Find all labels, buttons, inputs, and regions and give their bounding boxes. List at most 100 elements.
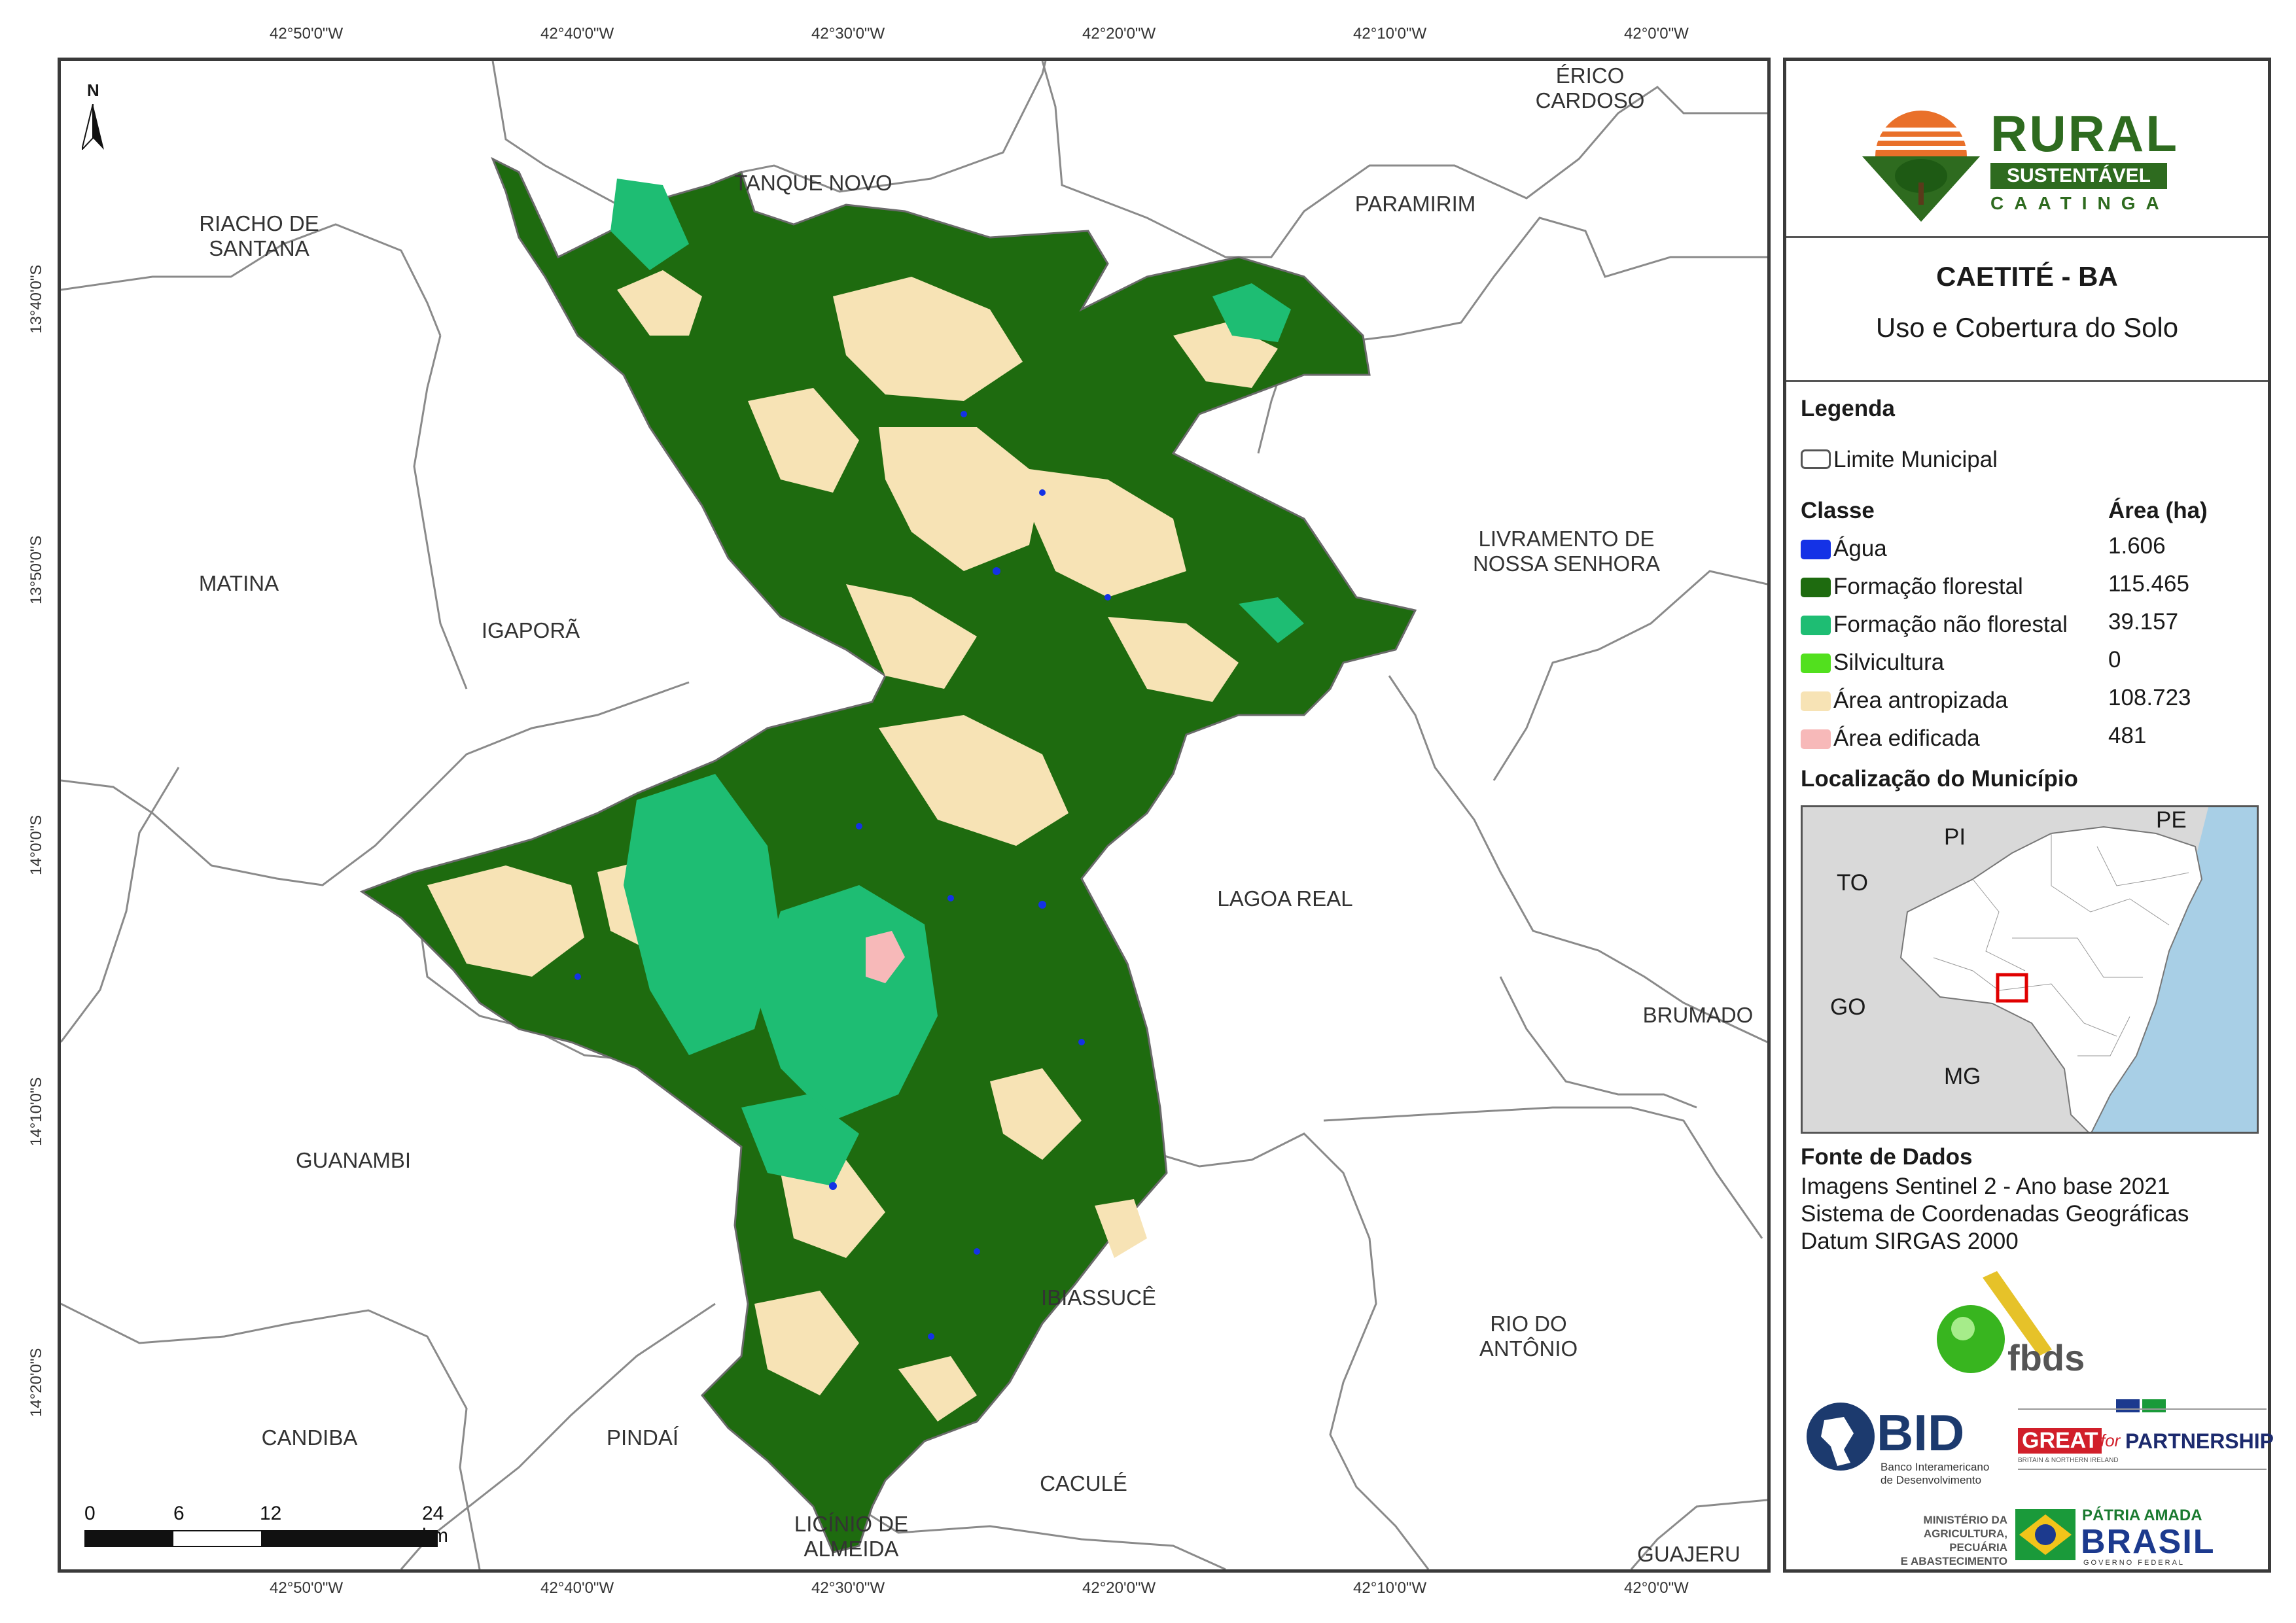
legend-class-area: 108.723 xyxy=(2108,685,2191,710)
label-ibiassuce: IBIASSUCÊ xyxy=(1040,1285,1157,1310)
uk-flag-icon xyxy=(2116,1399,2140,1412)
legend-swatch xyxy=(1801,654,1831,673)
coord-bottom-1: 42°50'0"W xyxy=(270,1579,344,1597)
coord-top-3: 42°30'0"W xyxy=(811,25,885,43)
label-licinio-de-almeida: LICÍNIO DE ALMEIDA xyxy=(794,1512,909,1561)
source-line-2: Sistema de Coordenadas Geográficas xyxy=(1801,1201,2189,1227)
legend-class-area: 0 xyxy=(2108,647,2121,672)
logo-sustentavel: SUSTENTÁVEL xyxy=(1990,163,2167,189)
map-title: CAETITÉ - BA xyxy=(1936,261,2118,292)
legend-class-label: Água xyxy=(1833,536,1887,561)
class-header: Classe xyxy=(1801,498,1875,523)
label-guanambi: GUANAMBI xyxy=(295,1148,412,1172)
urban-area xyxy=(866,931,905,983)
label-riacho-de-santana: RIACHO DE SANTANA xyxy=(199,211,319,260)
scale-tick-0: 0 xyxy=(84,1503,96,1524)
locator-state-to: TO xyxy=(1837,870,1868,896)
boundary-swatch xyxy=(1801,449,1831,469)
coord-left-5: 14°20'0"S xyxy=(27,1348,45,1417)
legend-swatch xyxy=(1801,691,1831,711)
north-arrow-label: N xyxy=(87,80,99,100)
locator-state-go: GO xyxy=(1830,994,1866,1020)
coord-top-6: 42°0'0"W xyxy=(1624,25,1689,43)
brazil-flag-icon xyxy=(2142,1399,2166,1412)
governo-federal-text: GOVERNO FEDERAL xyxy=(2083,1559,2185,1567)
legend-swatch xyxy=(1801,540,1831,559)
scale-tick-12: 12 xyxy=(260,1503,282,1524)
coord-top-1: 42°50'0"W xyxy=(270,25,344,43)
legend-class-label: Formação não florestal xyxy=(1833,612,2068,637)
area-header: Área (ha) xyxy=(2108,498,2208,523)
label-paramirim: PARAMIRIM xyxy=(1354,192,1476,216)
divider-2 xyxy=(1786,380,2268,382)
coord-left-1: 13°40'0"S xyxy=(27,264,45,334)
source-heading: Fonte de Dados xyxy=(1801,1144,1973,1170)
label-guajeru: GUAJERU xyxy=(1637,1542,1740,1566)
bid-text: BID xyxy=(1877,1404,1965,1461)
locator-state-pe: PE xyxy=(2156,807,2187,833)
partnership-text: PARTNERSHIP xyxy=(2125,1429,2274,1453)
coord-left-3: 14°0'0"S xyxy=(27,814,45,875)
locator-map-svg xyxy=(1899,807,2257,1132)
legend-class-area: 39.157 xyxy=(2108,609,2179,635)
locator-highlight xyxy=(1996,973,2028,1003)
logo-rural: RURAL xyxy=(1990,105,2179,162)
label-lagoa-real: LAGOA REAL xyxy=(1217,886,1353,911)
coord-left-4: 14°10'0"S xyxy=(27,1077,45,1146)
north-arrow-icon: N xyxy=(77,80,109,152)
legend-swatch xyxy=(1801,616,1831,635)
coord-bottom-3: 42°30'0"W xyxy=(811,1579,885,1597)
locator-state-mg: MG xyxy=(1944,1064,1981,1089)
great-subtitle: BRITAIN & NORTHERN IRELAND xyxy=(2018,1457,2119,1464)
divider-1 xyxy=(1786,236,2268,238)
label-livramento: LIVRAMENTO DE NOSSA SENHORA xyxy=(1472,527,1661,576)
legend-class-label: Silvicultura xyxy=(1833,650,1945,675)
logo-caatinga: CAATINGA xyxy=(1990,193,2170,213)
logo-emblem-icon xyxy=(1862,111,1980,222)
land-cover-map xyxy=(61,61,1767,1569)
label-erico-cardoso: ÉRICO CARDOSO xyxy=(1535,63,1645,113)
label-cacule: CACULÉ xyxy=(1040,1471,1127,1495)
patria-amada-text: PÁTRIA AMADA xyxy=(2082,1507,2202,1524)
coord-top-2: 42°40'0"W xyxy=(540,25,614,43)
caetite-municipality[interactable] xyxy=(359,156,1417,1554)
brasil-logo: PÁTRIA AMADA BRASIL GOVERNO FEDERAL xyxy=(2015,1505,2244,1567)
legend-class-label: Formação florestal xyxy=(1833,574,2023,599)
legend-class-area: 115.465 xyxy=(2108,571,2189,597)
source-line-3: Datum SIRGAS 2000 xyxy=(1801,1229,2019,1254)
label-matina: MATINA xyxy=(198,571,279,595)
great-text: GREAT xyxy=(2018,1428,2102,1454)
municipal-boundaries xyxy=(61,61,1767,1569)
bid-logo: BID Banco Interamericano de Desenvolvimen… xyxy=(1805,1401,2014,1492)
coord-bottom-4: 42°20'0"W xyxy=(1082,1579,1156,1597)
locator-map: PI PE TO GO MG xyxy=(1801,805,2259,1134)
fbds-text: fbds xyxy=(2007,1337,2085,1378)
scale-bar: 0 6 12 24 km xyxy=(84,1503,451,1555)
label-igapora: IGAPORÃ xyxy=(481,618,580,642)
bid-subtitle: Banco Interamericano de Desenvolvimento xyxy=(1881,1461,1990,1486)
boundary-label: Limite Municipal xyxy=(1833,447,1998,472)
legend-swatch xyxy=(1801,578,1831,597)
legend-class-area: 481 xyxy=(2108,723,2147,748)
ministerio-text: MINISTÉRIO DA AGRICULTURA, PECUÁRIA E ABAS… xyxy=(1900,1514,2007,1567)
locator-state-pi: PI xyxy=(1944,824,1966,850)
coord-bottom-2: 42°40'0"W xyxy=(540,1579,614,1597)
legend-class-label: Área edificada xyxy=(1833,725,1980,751)
label-rio-do-antonio: RIO DO ANTÔNIO xyxy=(1479,1312,1578,1361)
location-heading: Localização do Município xyxy=(1801,766,2078,792)
great-for-text: for xyxy=(2100,1431,2121,1450)
coord-top-5: 42°10'0"W xyxy=(1353,25,1427,43)
legend-panel: RURAL SUSTENTÁVEL CAATINGA CAETITÉ - BA … xyxy=(1783,58,2274,1573)
coord-bottom-6: 42°0'0"W xyxy=(1624,1579,1689,1597)
legend-heading: Legenda xyxy=(1801,396,1895,421)
brasil-text: BRASIL xyxy=(2081,1523,2216,1561)
map-frame[interactable]: N ÉRICO CARDOSO TANQUE NOVO PARAMIRIM RIA… xyxy=(58,58,1771,1573)
great-partnership-logo: GREAT for PARTNERSHIP BRITAIN & NORTHERN… xyxy=(2018,1399,2274,1478)
legend-class-label: Área antropizada xyxy=(1833,688,2008,713)
rural-sustentavel-logo: RURAL SUSTENTÁVEL CAATINGA xyxy=(1862,97,2202,228)
scale-tick-6: 6 xyxy=(173,1503,185,1524)
label-pindai: PINDAÍ xyxy=(606,1425,679,1450)
label-candiba: CANDIBA xyxy=(261,1425,358,1450)
label-tanque-novo: TANQUE NOVO xyxy=(734,171,892,195)
coord-top-4: 42°20'0"W xyxy=(1082,25,1156,43)
